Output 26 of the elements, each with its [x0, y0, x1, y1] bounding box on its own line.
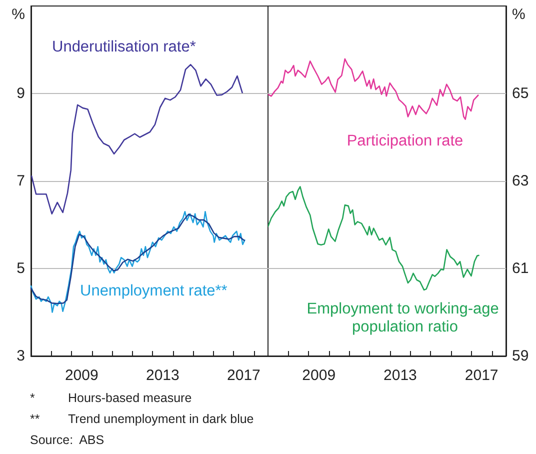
y2-axis-title: %: [512, 6, 526, 23]
x-tick-label: 2009: [64, 367, 98, 384]
text: ** Trend unemployment in dark blue: [30, 412, 254, 426]
y-tick-label: 7: [16, 172, 25, 190]
x-tick-label: 2009: [302, 367, 336, 384]
series-label: Underutilisation rate*: [52, 38, 196, 56]
y2-tick-label: 63: [512, 172, 529, 190]
y-axis-title: %: [12, 6, 25, 23]
x-tick-label: 2013: [384, 367, 417, 384]
x-tick-label: 2017: [227, 367, 260, 384]
series-label: Unemployment rate**: [80, 282, 228, 300]
line-series: [268, 186, 480, 291]
line-series: [30, 64, 243, 214]
text: * Hours-based measure: [30, 391, 192, 405]
y-tick-label: 9: [16, 85, 25, 102]
y-tick-label: 3: [16, 348, 25, 364]
y-tick-label: 5: [16, 260, 25, 277]
text: Employment to working-age population ratio: [306, 300, 504, 336]
y2-tick-label: 65: [512, 85, 529, 102]
y2-tick-label: 59: [512, 348, 529, 364]
series-label: Participation rate: [346, 132, 464, 150]
y2-tick-label: 61: [512, 260, 529, 277]
x-tick-label: 2017: [464, 367, 498, 384]
line-series: [268, 58, 479, 120]
source-note: Source: ABS: [30, 432, 104, 449]
x-tick-label: 2013: [146, 367, 180, 384]
